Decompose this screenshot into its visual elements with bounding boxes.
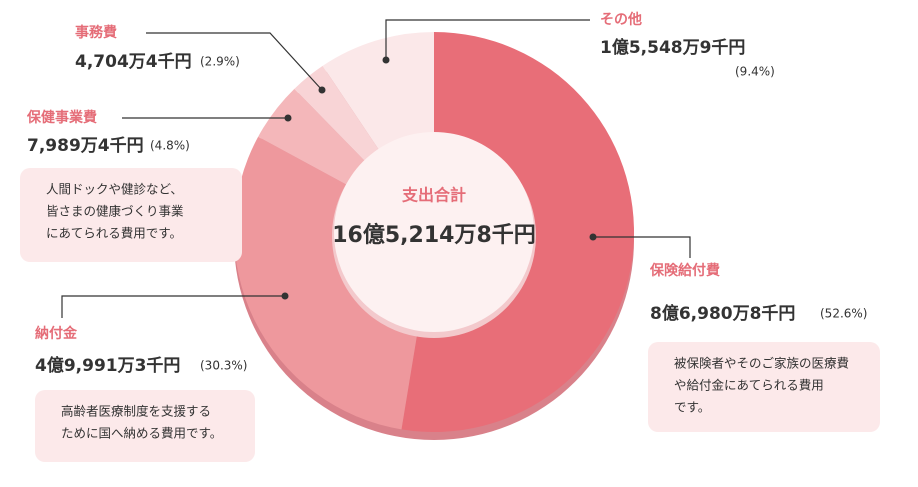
note-text: ために国へ納める費用です。	[61, 426, 222, 441]
note-text: にあてられる費用です。	[46, 226, 182, 241]
category-label: その他	[600, 11, 642, 28]
note-text: 皆さまの健康づくり事業	[46, 204, 184, 219]
category-label: 保健事業費	[26, 109, 97, 126]
note-box	[20, 168, 242, 262]
leader-dot	[382, 56, 390, 64]
amount-label: 4,704万4千円	[75, 52, 192, 72]
percent-label: (52.6%)	[820, 307, 867, 321]
note-text: 人間ドックや健診など、	[46, 182, 183, 197]
note-box	[648, 342, 880, 432]
category-label: 納付金	[35, 325, 78, 342]
note-text: 高齢者医療制度を支援する	[61, 404, 211, 419]
leader-line	[146, 32, 323, 91]
center-total: 16億5,214万8千円	[332, 222, 536, 248]
category-label: 事務費	[75, 24, 117, 41]
amount-label: 1億5,548万9千円	[600, 37, 745, 58]
percent-label: (2.9%)	[200, 55, 240, 69]
note-text: 被保険者やそのご家族の医療費	[674, 356, 849, 371]
percent-label: (4.8%)	[150, 139, 190, 153]
leader-dot	[318, 86, 326, 94]
percent-label: (9.4%)	[735, 65, 775, 79]
category-label: 保険給付費	[649, 262, 720, 279]
amount-label: 7,989万4千円	[27, 136, 144, 156]
amount-label: 4億9,991万3千円	[35, 355, 180, 376]
leader-line	[385, 19, 590, 60]
leader-dot	[589, 233, 597, 241]
percent-label: (30.3%)	[200, 359, 247, 373]
note-text: です。	[674, 400, 710, 415]
leader-dot	[284, 114, 292, 122]
note-text: や給付金にあてられる費用	[674, 378, 824, 393]
leader-dot	[281, 292, 289, 300]
leader-line	[593, 236, 691, 258]
center-circle	[334, 132, 534, 332]
leader-line	[61, 295, 285, 318]
center-title: 支出合計	[401, 186, 466, 205]
amount-label: 8億6,980万8千円	[650, 303, 795, 324]
note-box	[35, 390, 255, 462]
